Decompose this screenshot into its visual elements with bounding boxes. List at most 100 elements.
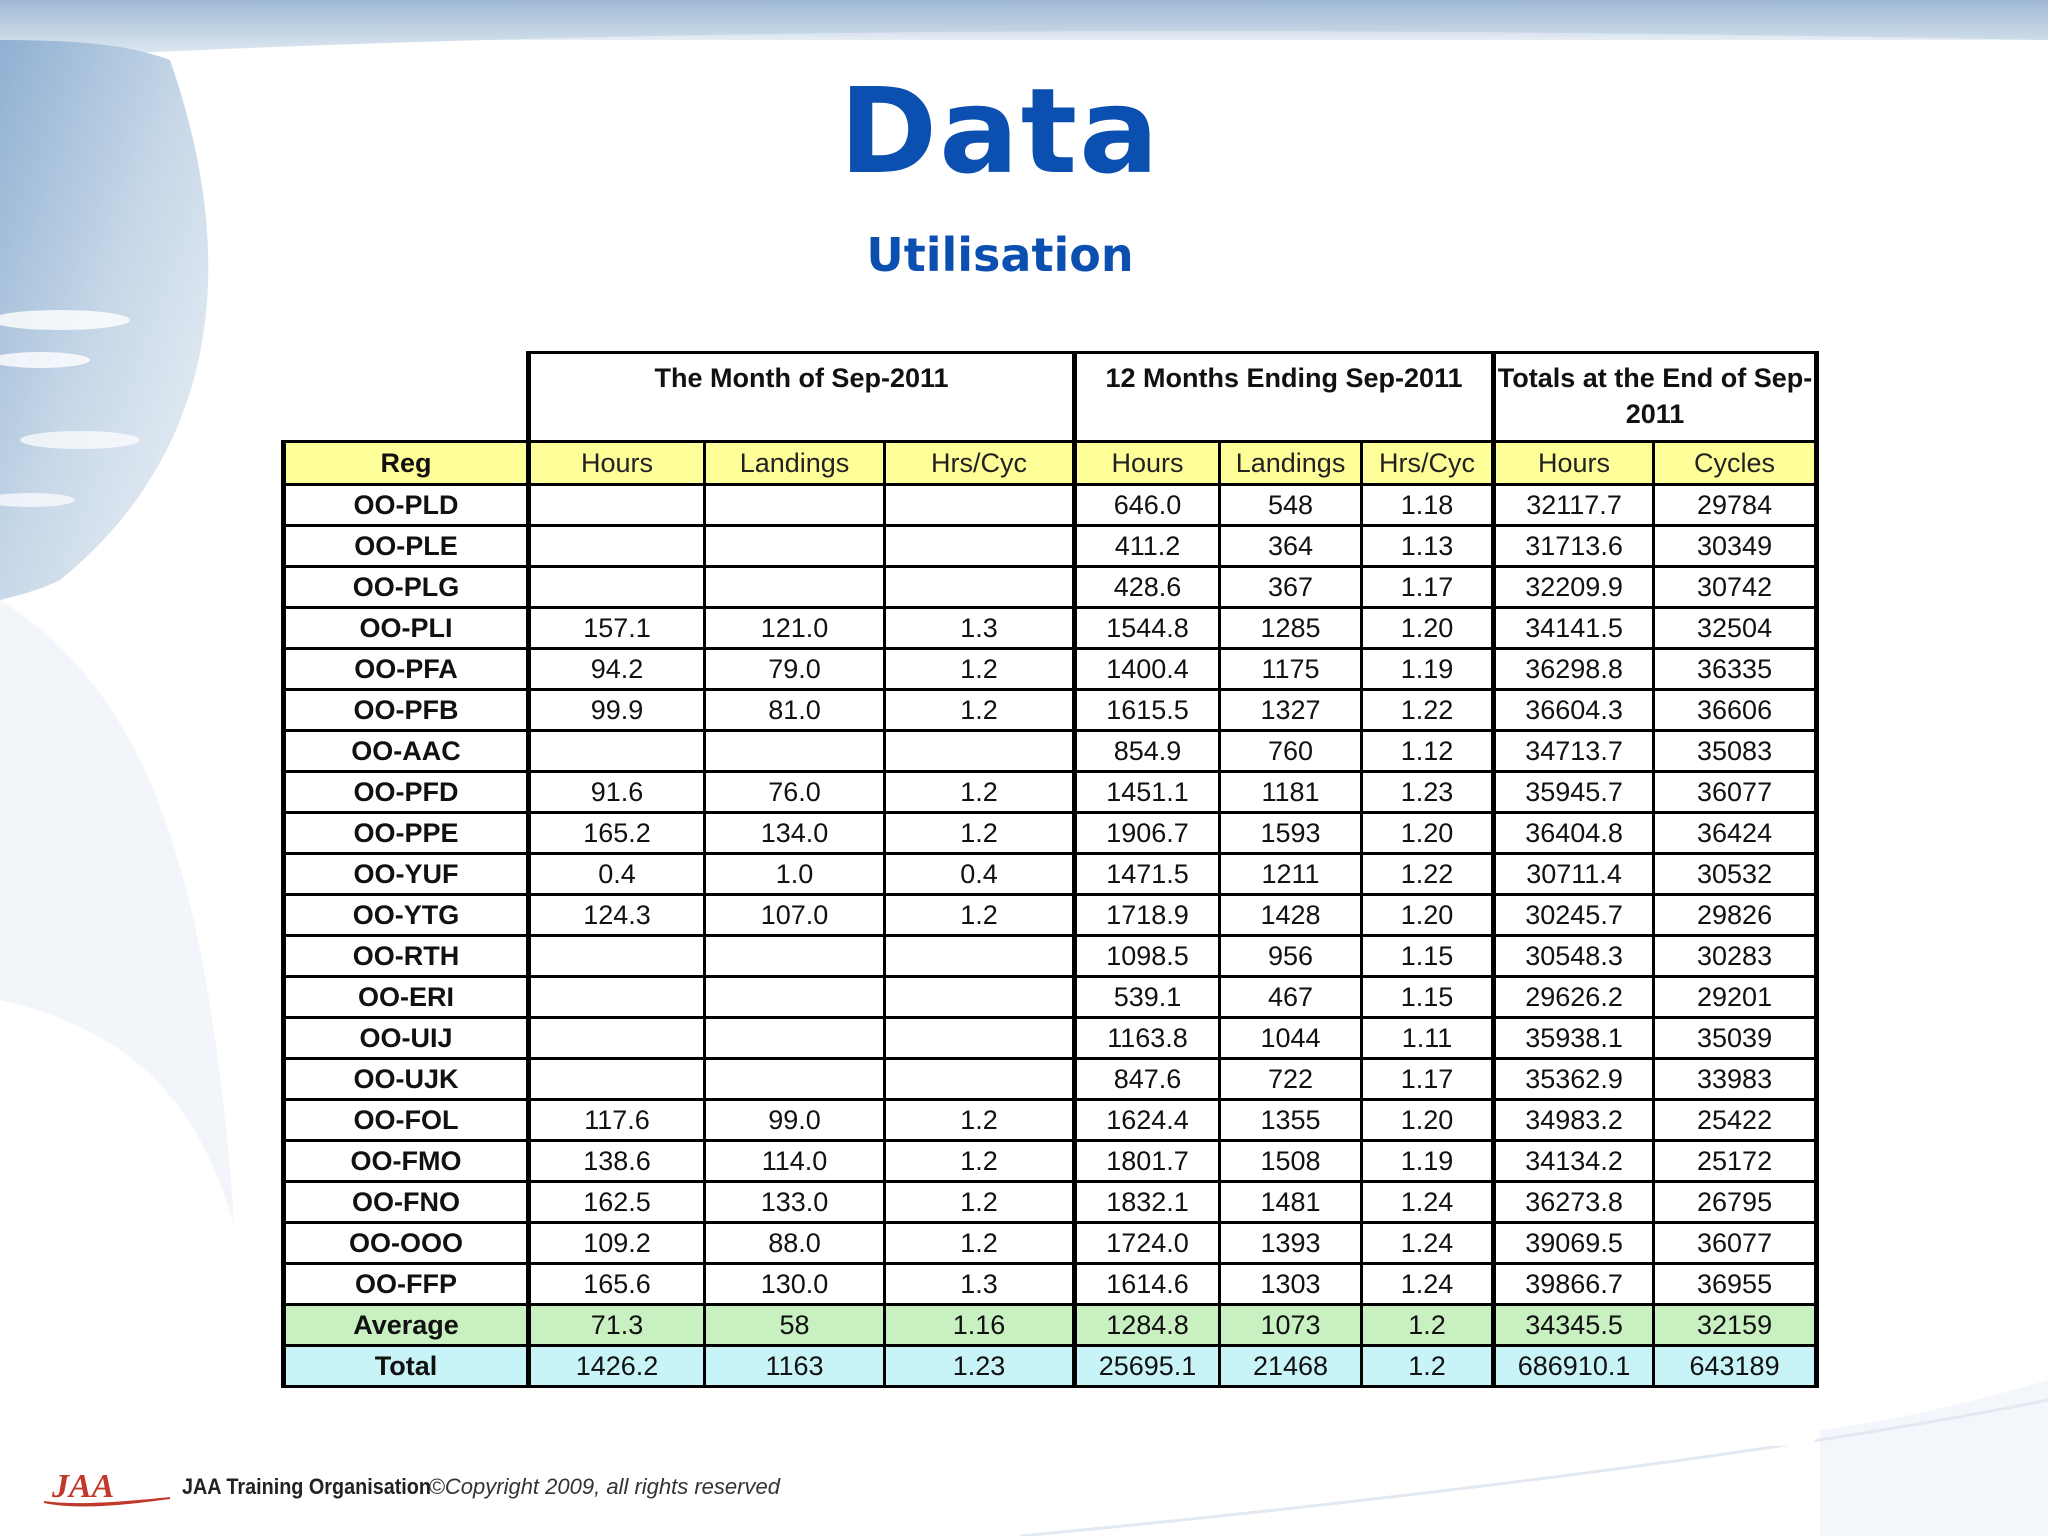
table-cell: 99.0 xyxy=(703,1098,886,1142)
table-cell: 1.2 xyxy=(882,893,1077,937)
column-header-landings-month: Landings xyxy=(703,440,886,486)
table-cell: 36604.3 xyxy=(1491,688,1656,732)
table-cell: 124.3 xyxy=(526,893,706,937)
column-header-cycles-total: Cycles xyxy=(1652,440,1820,486)
table-cell xyxy=(882,729,1077,773)
table-cell: 1.17 xyxy=(1360,565,1496,609)
table-cell: 1.0 xyxy=(703,852,886,896)
table-cell: 34983.2 xyxy=(1491,1098,1656,1142)
registration-cell: OO-OOO xyxy=(281,1221,530,1265)
registration-cell: OO-PLE xyxy=(281,524,530,568)
table-cell: 1.18 xyxy=(1360,483,1496,527)
table-cell: 1544.8 xyxy=(1072,606,1222,650)
table-cell: 1.24 xyxy=(1360,1221,1496,1265)
table-cell: 99.9 xyxy=(526,688,706,732)
group-totals-header: Totals at the End of Sep-2011 xyxy=(1491,351,1820,443)
table-cell: 467 xyxy=(1218,975,1364,1019)
table-row: OO-PLE 411.2 364 1.13 31713.6 30349 xyxy=(281,524,1820,568)
total-label: Total xyxy=(281,1344,530,1388)
table-cell: 25695.1 xyxy=(1072,1344,1222,1388)
table-cell: 36606 xyxy=(1652,688,1820,732)
table-cell: 30245.7 xyxy=(1491,893,1656,937)
table-row: OO-OOO 109.2 88.0 1.2 1724.0 1393 1.24 39069.5 3… xyxy=(281,1221,1820,1265)
table-cell: 1.13 xyxy=(1360,524,1496,568)
table-cell: 36077 xyxy=(1652,1221,1820,1265)
table-cell: 88.0 xyxy=(703,1221,886,1265)
table-cell: 36424 xyxy=(1652,811,1820,855)
table-cell: 956 xyxy=(1218,934,1364,978)
table-cell: 1.2 xyxy=(882,1139,1077,1183)
table-cell: 34713.7 xyxy=(1491,729,1656,773)
table-cell: 1481 xyxy=(1218,1180,1364,1224)
table-cell: 94.2 xyxy=(526,647,706,691)
table-cell: 1.17 xyxy=(1360,1057,1496,1101)
table-cell: 1.11 xyxy=(1360,1016,1496,1060)
column-header-hours-total: Hours xyxy=(1491,440,1656,486)
table-cell: 117.6 xyxy=(526,1098,706,1142)
footer: JAA JAA Training Organisation ©Copyright… xyxy=(42,1464,780,1510)
registration-cell: OO-PPE xyxy=(281,811,530,855)
table-row: OO-PFA 94.2 79.0 1.2 1400.4 1175 1.19 36298.8 36… xyxy=(281,647,1820,691)
table-cell: 30548.3 xyxy=(1491,934,1656,978)
table-cell xyxy=(882,1016,1077,1060)
registration-cell: OO-PLD xyxy=(281,483,530,527)
table-cell xyxy=(882,524,1077,568)
table-cell: 1.19 xyxy=(1360,647,1496,691)
table-cell xyxy=(882,483,1077,527)
table-cell: 81.0 xyxy=(703,688,886,732)
table-cell: 29826 xyxy=(1652,893,1820,937)
table-cell: 79.0 xyxy=(703,647,886,691)
table-cell: 29784 xyxy=(1652,483,1820,527)
column-header-reg: Reg xyxy=(281,440,530,486)
table-cell: 1615.5 xyxy=(1072,688,1222,732)
table-cell: 1355 xyxy=(1218,1098,1364,1142)
column-header-hours-month: Hours xyxy=(526,440,706,486)
table-cell: 32159 xyxy=(1652,1303,1820,1347)
table-cell: 25172 xyxy=(1652,1139,1820,1183)
registration-cell: OO-FNO xyxy=(281,1180,530,1224)
table-row: OO-FMO 138.6 114.0 1.2 1801.7 1508 1.19 34134.2… xyxy=(281,1139,1820,1183)
registration-cell: OO-PFB xyxy=(281,688,530,732)
table-cell: 109.2 xyxy=(526,1221,706,1265)
table-cell xyxy=(882,934,1077,978)
table-cell: 643189 xyxy=(1652,1344,1820,1388)
table-cell: 1.2 xyxy=(882,688,1077,732)
table-cell: 1284.8 xyxy=(1072,1303,1222,1347)
table-cell: 1211 xyxy=(1218,852,1364,896)
registration-cell: OO-AAC xyxy=(281,729,530,773)
table-cell: 1.16 xyxy=(882,1303,1077,1347)
table-cell: 1.22 xyxy=(1360,688,1496,732)
table-row: OO-PFB 99.9 81.0 1.2 1615.5 1327 1.22 36604.3 36… xyxy=(281,688,1820,732)
table-cell xyxy=(526,565,706,609)
table-cell: 36335 xyxy=(1652,647,1820,691)
table-cell: 0.4 xyxy=(526,852,706,896)
table-cell: 1044 xyxy=(1218,1016,1364,1060)
table-cell: 854.9 xyxy=(1072,729,1222,773)
slide-title: Data xyxy=(839,62,1161,200)
table-cell xyxy=(703,524,886,568)
table-row: OO-AAC 854.9 760 1.12 34713.7 35083 xyxy=(281,729,1820,773)
table-row: OO-PPE 165.2 134.0 1.2 1906.7 1593 1.20 36404.8… xyxy=(281,811,1820,855)
table-cell: 30349 xyxy=(1652,524,1820,568)
table-cell: 1.20 xyxy=(1360,811,1496,855)
table-cell xyxy=(526,1016,706,1060)
table-cell: 1303 xyxy=(1218,1262,1364,1306)
table-cell: 1285 xyxy=(1218,606,1364,650)
table-cell: 35945.7 xyxy=(1491,770,1656,814)
table-cell: 1163 xyxy=(703,1344,886,1388)
table-cell: 121.0 xyxy=(703,606,886,650)
registration-cell: OO-UIJ xyxy=(281,1016,530,1060)
table-cell: 1.20 xyxy=(1360,1098,1496,1142)
registration-cell: OO-RTH xyxy=(281,934,530,978)
table-cell: 39866.7 xyxy=(1491,1262,1656,1306)
table-cell: 133.0 xyxy=(703,1180,886,1224)
table-cell: 162.5 xyxy=(526,1180,706,1224)
table-cell: 1163.8 xyxy=(1072,1016,1222,1060)
table-cell: 36955 xyxy=(1652,1262,1820,1306)
table-cell: 411.2 xyxy=(1072,524,1222,568)
group-twelve-months-header: 12 Months Ending Sep-2011 xyxy=(1072,351,1496,443)
table-cell: 1801.7 xyxy=(1072,1139,1222,1183)
table-cell: 32504 xyxy=(1652,606,1820,650)
column-header-hours-12m: Hours xyxy=(1072,440,1222,486)
table-cell: 646.0 xyxy=(1072,483,1222,527)
